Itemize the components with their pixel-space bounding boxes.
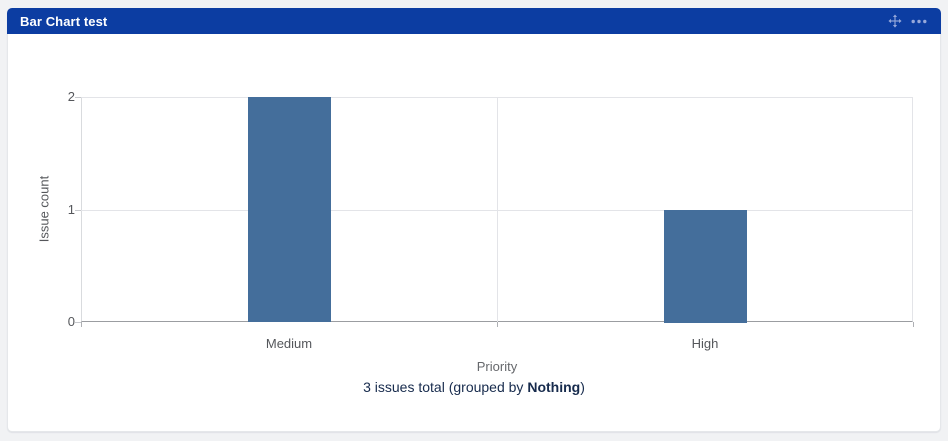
bar-chart: Issue count Priority 0 1 2 Medium High	[8, 35, 940, 431]
x-tick-label-medium: Medium	[265, 336, 313, 351]
move-gadget-icon[interactable]	[888, 14, 902, 28]
y-tick-label-2: 2	[67, 89, 75, 104]
more-options-icon[interactable]	[911, 19, 927, 24]
gadget-card: Bar Chart test	[7, 8, 941, 432]
gadget-header[interactable]: Bar Chart test	[7, 8, 941, 34]
chart-summary: 3 issues total (grouped by Nothing)	[8, 379, 940, 396]
bar-high[interactable]	[664, 210, 747, 323]
bar-medium[interactable]	[248, 97, 331, 322]
summary-prefix: 3 issues total (grouped by	[363, 379, 528, 395]
gadget-header-icons	[888, 14, 941, 28]
x-tick-0	[81, 322, 82, 327]
summary-suffix: )	[580, 379, 585, 395]
gridline-x-1	[497, 97, 498, 322]
y-tick-0	[75, 322, 81, 323]
y-tick-2	[75, 97, 81, 98]
y-tick-1	[75, 210, 81, 211]
x-tick-1	[497, 322, 498, 327]
gadget-title: Bar Chart test	[20, 13, 108, 29]
x-axis-title: Priority	[476, 359, 518, 374]
x-tick-2	[913, 322, 914, 327]
y-tick-label-1: 1	[67, 202, 75, 217]
summary-group-by: Nothing	[527, 379, 581, 395]
y-tick-label-0: 0	[67, 314, 75, 329]
x-tick-label-high: High	[691, 336, 719, 351]
